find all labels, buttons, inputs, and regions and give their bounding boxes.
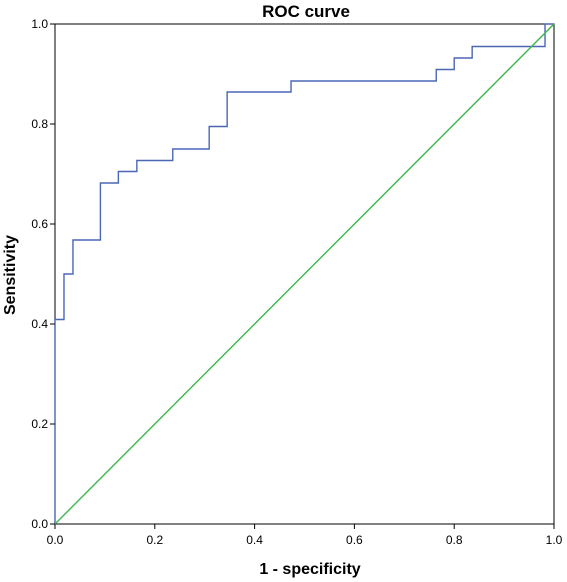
- x-axis-ticks: 0.0 0.2 0.4 0.6 0.8 1.0: [47, 524, 563, 547]
- x-tick-label: 0.6: [346, 533, 363, 547]
- series-layer: [54, 23, 555, 525]
- y-tick-label: 0.8: [31, 117, 48, 131]
- y-tick-label: 0.2: [31, 417, 48, 431]
- reference-diagonal-line: [54, 23, 555, 525]
- roc-curve-line: [54, 23, 554, 524]
- y-axis-ticks: 0.0 0.2 0.4 0.6 0.8 1.0: [31, 17, 55, 531]
- x-tick-label: 0.2: [146, 533, 163, 547]
- x-tick-label: 0.0: [47, 533, 64, 547]
- y-tick-label: 1.0: [31, 17, 48, 31]
- y-tick-label: 0.0: [31, 517, 48, 531]
- x-tick-label: 0.4: [246, 533, 263, 547]
- y-tick-label: 0.6: [31, 217, 48, 231]
- x-axis-label: 1 - specificity: [259, 561, 360, 578]
- y-tick-label: 0.4: [31, 317, 48, 331]
- x-tick-label: 1.0: [546, 533, 563, 547]
- y-axis-label: Sensitivity: [2, 235, 19, 315]
- chart-title: ROC curve: [262, 2, 350, 21]
- plot-frame: [54, 23, 555, 525]
- x-tick-label: 0.8: [446, 533, 463, 547]
